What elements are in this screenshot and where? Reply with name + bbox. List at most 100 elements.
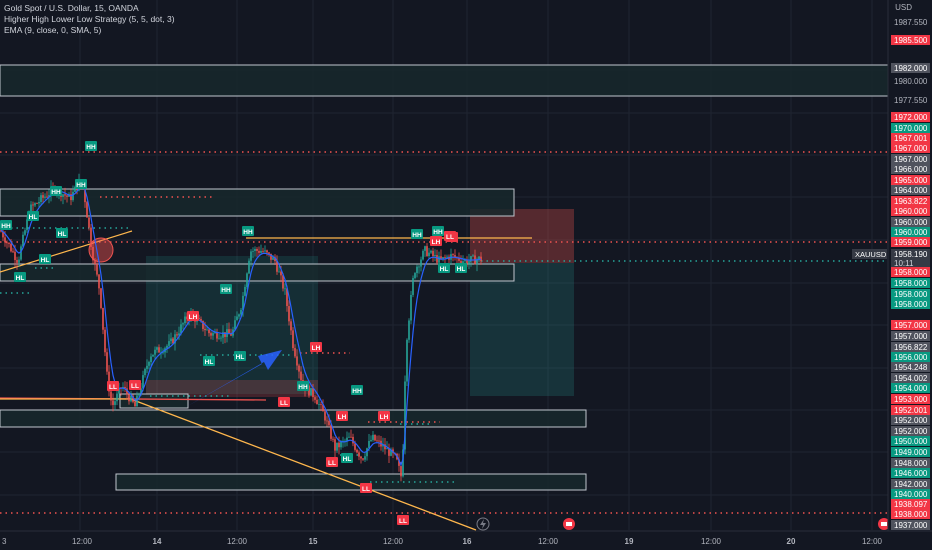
candle-body [366,448,368,457]
price-badge-text: 1972.000 [894,113,928,122]
candle-body [324,411,326,421]
candle-body [264,250,266,252]
trend-line-lower [127,397,477,531]
pivot-text: LL [328,460,336,467]
time-tick-label: 12:00 [701,537,722,546]
candle-body [458,257,460,261]
price-badge-red: 1985.500 [891,35,930,45]
candle-body [312,388,314,398]
price-badge-green: 1954.000 [891,383,930,393]
pivot-text: HL [457,266,466,273]
candle-body [426,246,428,257]
candle-body [86,202,88,218]
candle-body [328,420,330,426]
current-price-text: 1958.190 [894,250,928,259]
candle-body [138,393,140,396]
candle-body [142,375,144,389]
time-tick-label: 14 [153,537,162,546]
pivot-badge [341,453,353,463]
pivot-badge [438,263,450,273]
price-badge-text: 1958.000 [894,300,928,309]
price-badge-red: 1965.000 [891,175,930,185]
pivot-badge [411,229,423,239]
candle-body [2,231,4,238]
price-badge-bg [891,520,930,530]
price-badge-red: 1958.000 [891,267,930,277]
indicator-ema-label[interactable]: EMA (9, close, 0, SMA, 5) [4,25,102,35]
pivot-label-hh: HH [220,284,232,294]
pivot-label-hl: HL [234,351,246,361]
pivot-badge [336,411,348,421]
candle-body [430,250,432,253]
pivot-badge [326,457,338,467]
candle-body [388,448,390,456]
price-badge-text: 1956.000 [894,353,928,362]
candle-body [298,365,300,372]
candle-body [144,368,146,376]
price-badge-gray: 1960.000 [891,217,930,227]
price-badge-red: 1938.000 [891,509,930,519]
candle-body [32,204,34,206]
pivot-badge [432,226,444,236]
candle-body [336,442,338,451]
price-badge-text: 1960.000 [894,207,928,216]
candle-body [182,323,184,325]
candle-body [92,246,94,261]
chart-legend: Gold Spot / U.S. Dollar, 15, OANDA Highe… [4,3,175,36]
candle-body [418,266,420,268]
price-tick-label: 1980.000 [894,77,928,86]
pivot-label-lh: LH [336,411,348,421]
pivot-text: HH [412,232,422,239]
candle-body [254,248,256,251]
price-badge-green: 1960.000 [891,227,930,237]
price-axis: 1987.550 1980.000 1977.550 1985.500 1982.000… [887,0,932,531]
price-badge-text: 1950.000 [894,437,928,446]
price-badge-text: 1985.500 [894,36,928,45]
price-badge-text: 1966.000 [894,165,928,174]
candle-body [148,361,150,366]
pivot-text: LL [446,234,454,241]
price-badge-gray: 1966.000 [891,164,930,174]
candle-body [180,324,182,334]
trend-arrow [186,350,282,407]
candle-body [62,194,64,197]
candle-body [118,387,120,394]
candle-body [372,434,374,440]
candle-body [452,254,454,256]
price-badge-bg [891,289,930,299]
pivot-text: LL [131,383,139,390]
candle-body [376,440,378,442]
candle-body [320,403,322,405]
price-badge-bg [891,123,930,133]
candle-body [26,219,28,231]
candle-body [114,401,116,405]
price-tick-label: 1987.550 [894,18,928,27]
candle-body [290,321,292,331]
candle-body [100,288,102,309]
price-badge-green: 1949.000 [891,447,930,457]
candle-body [276,261,278,272]
pivot-label-hl: HL [438,263,450,273]
price-badge-text: 1937.000 [894,521,928,530]
candle-body [246,273,248,287]
indicator-hhll-label[interactable]: Higher High Lower Low Strategy (5, 5, do… [4,14,175,24]
price-badge-bg [891,185,930,195]
pivot-text: HL [41,257,50,264]
sr-zone [0,409,587,428]
price-badge-gray: 1967.000 [891,154,930,164]
price-badge-bg [891,278,930,288]
candle-body [174,334,176,344]
candle-body [422,250,424,260]
pivot-text: HH [51,189,61,196]
candle-body [454,255,456,258]
stop-loss-zone [470,209,574,263]
candle-body [210,333,212,336]
price-badge-green: 1950.000 [891,436,930,446]
price-badge-text: 1982.000 [894,64,928,73]
time-tick-label: 3 [2,537,7,546]
price-badge-green: 1958.000 [891,299,930,309]
candle-body [346,437,348,441]
symbol-title[interactable]: Gold Spot / U.S. Dollar, 15, OANDA [4,3,139,13]
